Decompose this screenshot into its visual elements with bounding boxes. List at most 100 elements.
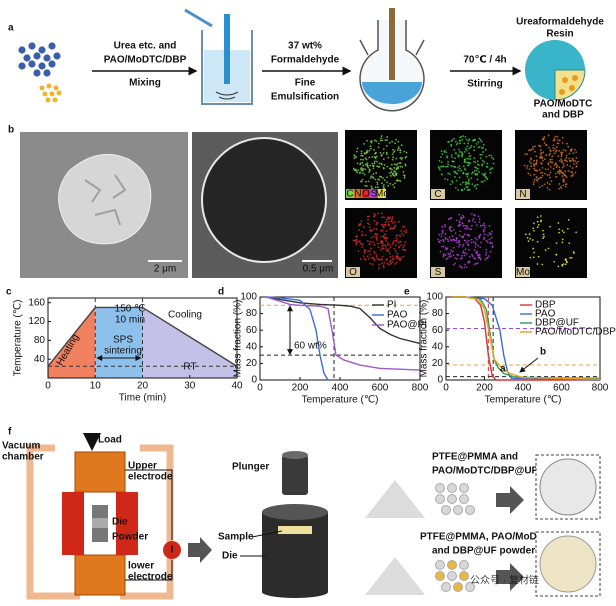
eds-signal [471, 172, 473, 175]
eds-signal [369, 145, 372, 148]
eds-signal [552, 149, 555, 152]
eds-signal [548, 173, 551, 176]
eds-signal [384, 233, 387, 236]
eds-signal [446, 156, 449, 159]
eds-signal [362, 167, 365, 170]
eds-signal [438, 240, 440, 243]
eds-signal [397, 242, 400, 245]
eds-signal [532, 256, 535, 259]
eds-signal [564, 149, 567, 152]
eds-signal [457, 245, 460, 248]
eds-signal [450, 154, 453, 157]
eds-signal [386, 250, 389, 252]
eds-signal [404, 241, 407, 243]
eds-signal [455, 143, 458, 146]
eds-signal [382, 158, 385, 161]
eds-signal [381, 255, 384, 258]
eds-signal [395, 163, 398, 166]
eds-signal [382, 225, 385, 228]
x-tick-label: 800 [412, 383, 429, 394]
eds-signal [545, 154, 548, 156]
eds-signal [468, 138, 471, 141]
eds-signal [384, 223, 387, 226]
eds-signal [489, 168, 491, 171]
label: lower [128, 561, 154, 572]
beaker [201, 30, 253, 105]
eds-signal [533, 165, 536, 168]
eds-signal [369, 164, 372, 167]
eds-signal [460, 169, 463, 172]
eds-signal [376, 183, 379, 186]
eds-signal [467, 180, 470, 182]
eds-signal [373, 139, 376, 142]
eds-signal [485, 248, 488, 251]
eds-signal [561, 151, 564, 154]
y-axis-label: Mass fraction (%) [419, 300, 430, 378]
eds-signal [532, 145, 534, 148]
eds-signal [465, 266, 468, 268]
eds-signal [481, 164, 484, 167]
eds-signal [382, 152, 385, 154]
y-axis-label: Mass fraction (%) [233, 300, 244, 378]
flow-arrow [496, 563, 524, 591]
eds-signal [444, 177, 447, 180]
eds-signal [386, 153, 388, 155]
eds-signal [385, 230, 388, 232]
eds-signal [466, 175, 469, 178]
eds-signal [392, 172, 395, 175]
eds-signal [528, 160, 531, 163]
eds-signal [561, 136, 564, 139]
annotation: 60 wt% [294, 341, 327, 352]
x-tick-label: 40 [231, 381, 243, 392]
eds-signal [544, 168, 547, 171]
eds-signal [462, 135, 465, 138]
eds-signal [463, 233, 466, 236]
eds-signal [532, 227, 535, 230]
legend-label: PAO/MoDTC/DBP@UF [535, 327, 616, 338]
eds-signal [458, 241, 460, 244]
eds-signal [557, 222, 560, 224]
eds-signal [391, 218, 393, 220]
eds-signal [562, 263, 565, 266]
eds-signal [483, 161, 486, 163]
eds-signal [568, 152, 571, 155]
eds-signal [455, 241, 458, 244]
eds-signal [561, 229, 564, 232]
eds-signal [445, 151, 448, 154]
eds-signal [399, 235, 402, 237]
eds-signal [400, 158, 403, 161]
eds-signal [565, 154, 568, 157]
eds-signal [394, 142, 396, 145]
eds-signal [393, 239, 396, 242]
eds-signal [463, 254, 466, 257]
annotation: Cooling [168, 310, 202, 321]
eds-signal [458, 265, 461, 268]
powder-bead [447, 483, 457, 493]
eds-signal [458, 220, 461, 223]
element-tag [378, 189, 386, 198]
eds-signal [464, 252, 466, 254]
eds-signal [399, 180, 402, 183]
eds-signal [363, 142, 366, 145]
eds-signal [448, 173, 451, 176]
eds-signal [387, 221, 390, 223]
eds-signal [397, 146, 400, 148]
eds-signal [380, 175, 383, 178]
eds-signal [464, 147, 467, 150]
eds-signal [539, 145, 542, 147]
eds-signal [402, 234, 405, 236]
eds-signal [393, 163, 396, 166]
eds-signal [363, 249, 366, 251]
core-droplet [559, 89, 565, 95]
eds-signal [459, 223, 461, 226]
eds-signal [527, 240, 530, 242]
y-axis-label: Temperature (℃) [13, 300, 24, 377]
eds-signal [376, 165, 379, 168]
yellow-particle [56, 90, 62, 96]
eds-signal [392, 156, 395, 159]
eds-signal [403, 244, 406, 247]
plunger-top [282, 451, 308, 459]
eds-signal [540, 154, 542, 157]
eds-signal [475, 224, 478, 227]
eds-signal [570, 175, 573, 177]
